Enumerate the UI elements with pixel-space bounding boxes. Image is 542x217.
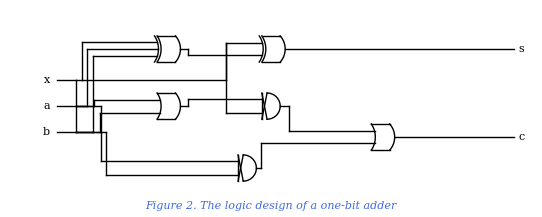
Text: Figure 2. The logic design of a one-bit adder: Figure 2. The logic design of a one-bit …	[145, 201, 397, 211]
Text: c: c	[519, 132, 525, 142]
Text: a: a	[43, 101, 50, 111]
Text: b: b	[42, 127, 50, 137]
Text: s: s	[519, 44, 524, 54]
Text: x: x	[43, 75, 50, 85]
